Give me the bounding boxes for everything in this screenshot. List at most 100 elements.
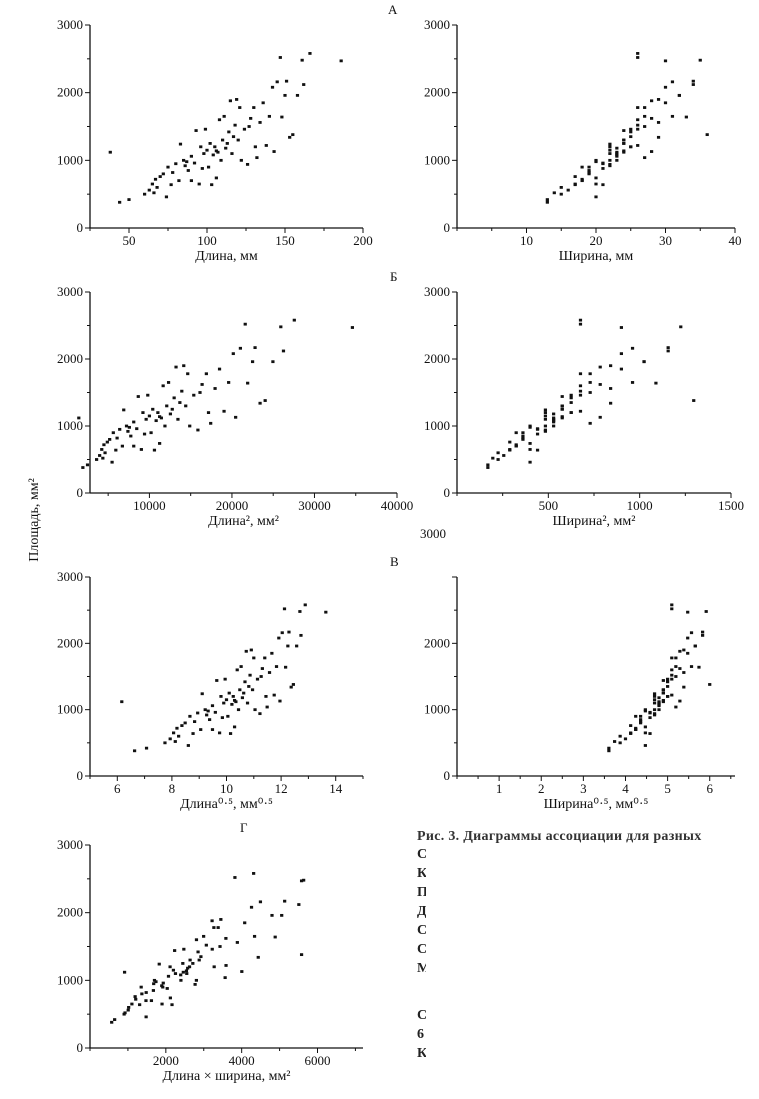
data-point <box>684 115 688 119</box>
data-point <box>182 158 186 162</box>
data-point <box>270 913 274 917</box>
data-point <box>569 393 573 397</box>
data-point <box>295 93 300 97</box>
data-point <box>666 680 670 684</box>
data-point <box>601 183 605 187</box>
data-point <box>123 1011 127 1015</box>
data-point <box>108 438 112 441</box>
data-point <box>227 130 231 134</box>
y-tick-label: 3000 <box>57 284 83 299</box>
data-point <box>701 630 705 634</box>
x-tick-label: 12 <box>275 781 288 796</box>
y-tick-label: 1000 <box>424 418 450 433</box>
data-point <box>587 171 591 174</box>
data-point <box>674 675 678 678</box>
data-point <box>636 127 640 131</box>
data-point <box>226 714 230 718</box>
data-point <box>133 995 137 998</box>
data-point <box>618 741 622 745</box>
scatter-panel-5: 0 1000 2000 3000 6 8 10 12 14 Длина⁰·⁵, мм⁰·⁵ В <box>57 554 399 812</box>
data-point <box>678 649 682 653</box>
data-point <box>674 665 678 668</box>
data-point <box>255 156 259 160</box>
data-point <box>666 685 670 688</box>
caption-fragment: С <box>417 942 426 957</box>
data-point <box>187 965 192 969</box>
data-point <box>588 391 592 394</box>
data-point <box>282 607 287 611</box>
data-point <box>280 631 284 635</box>
x-tick-label: 10 <box>520 233 533 248</box>
data-point <box>196 711 200 715</box>
data-point <box>240 696 245 700</box>
data-point <box>85 463 90 467</box>
data-point <box>224 964 228 967</box>
data-point <box>559 186 563 189</box>
data-point <box>126 429 130 433</box>
data-point <box>652 701 657 705</box>
data-point <box>608 145 612 149</box>
data-point <box>231 695 235 698</box>
x-axis-label: Длина × ширина, мм² <box>162 1069 290 1084</box>
data-point <box>543 408 548 412</box>
data-point <box>663 101 668 105</box>
data-point <box>652 712 657 716</box>
data-point <box>151 989 155 992</box>
data-point <box>161 172 165 176</box>
data-point <box>146 393 150 397</box>
data-point <box>103 451 107 455</box>
data-point <box>250 360 255 364</box>
data-point <box>630 381 635 384</box>
data-point <box>615 158 619 162</box>
data-point <box>179 973 183 977</box>
data-point <box>144 999 148 1003</box>
data-point <box>697 665 701 669</box>
data-point <box>144 417 148 421</box>
data-point <box>185 160 189 164</box>
data-point <box>652 698 657 702</box>
data-point <box>521 434 525 438</box>
data-point <box>643 744 647 747</box>
data-point <box>207 718 212 722</box>
data-point <box>220 716 224 720</box>
data-point <box>228 99 232 103</box>
data-point <box>213 145 217 149</box>
data-point <box>115 436 119 440</box>
data-point <box>698 58 702 62</box>
data-point <box>235 668 239 672</box>
data-point <box>639 714 643 718</box>
data-point <box>636 118 640 122</box>
data-point <box>502 454 506 457</box>
data-point <box>686 610 690 614</box>
data-point <box>242 127 247 131</box>
data-point <box>132 420 136 424</box>
data-point <box>552 419 556 423</box>
data-point <box>193 720 197 724</box>
data-point <box>691 79 695 83</box>
data-point <box>552 412 556 416</box>
data-point <box>166 974 171 978</box>
data-point <box>560 395 564 398</box>
data-point <box>184 969 189 973</box>
data-point <box>208 142 212 145</box>
data-point <box>263 656 267 660</box>
data-point <box>150 182 154 186</box>
data-point <box>165 987 169 990</box>
data-point <box>249 648 253 652</box>
data-point <box>324 610 328 614</box>
data-point <box>508 440 512 444</box>
data-point <box>161 985 165 989</box>
data-point <box>608 158 612 162</box>
data-point <box>622 149 626 153</box>
y-tick-label: 0 <box>77 1040 84 1055</box>
y-tick-label: 1000 <box>57 418 83 433</box>
data-point <box>552 191 556 195</box>
data-point <box>152 191 156 195</box>
data-point <box>652 708 657 712</box>
data-point <box>127 425 131 429</box>
x-tick-label: 3 <box>580 781 587 796</box>
x-tick-label: 100 <box>197 233 217 248</box>
data-point <box>543 417 548 421</box>
data-point <box>692 399 696 402</box>
data-point <box>491 456 495 460</box>
